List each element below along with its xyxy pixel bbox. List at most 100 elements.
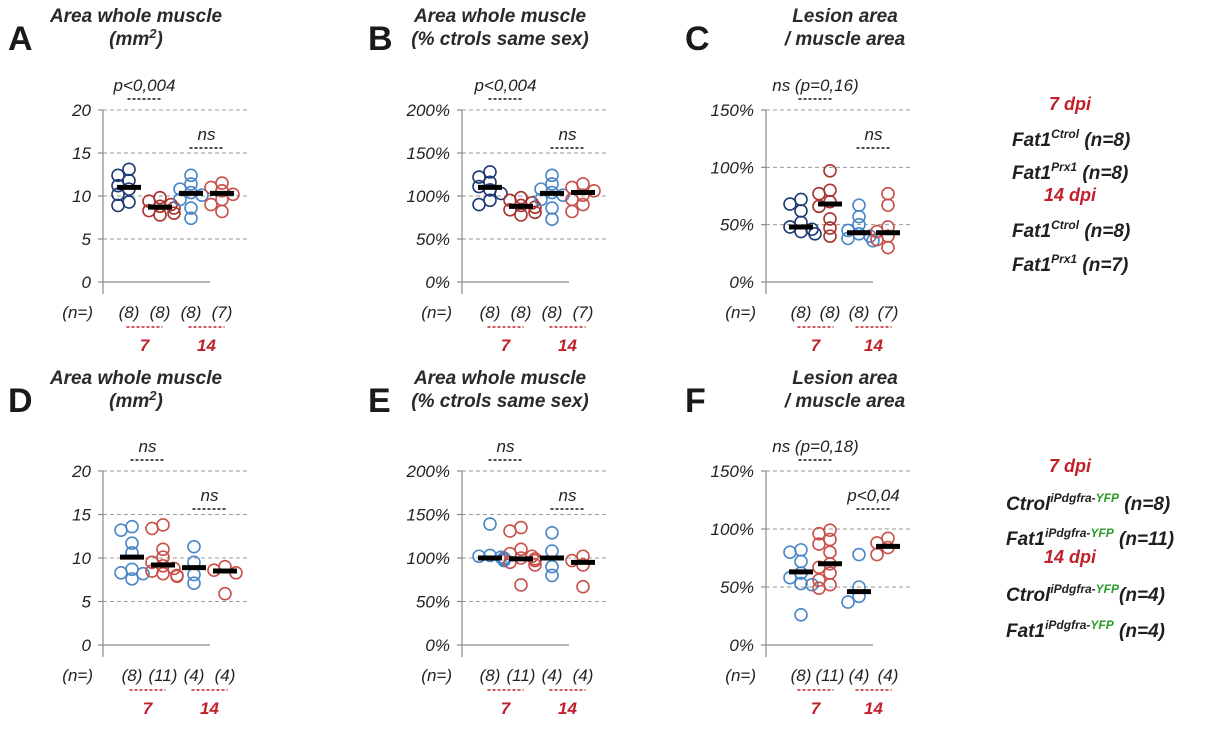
data-point: [794, 576, 808, 591]
y-tick-label: 50%: [720, 578, 754, 597]
n-value: (8): [791, 303, 812, 322]
group-label: 14: [864, 699, 883, 718]
data-point: [503, 202, 517, 217]
legend-heading: 14 dpi: [1044, 185, 1097, 205]
series-3: [173, 168, 209, 226]
legend-count: (n=8): [1077, 163, 1128, 184]
panel-title: Area whole muscle(% ctrols same sex): [411, 368, 588, 412]
panel-b: B Area whole muscle(% ctrols same sex) 0% 5…: [368, 6, 609, 355]
n-value: (4): [878, 666, 899, 685]
series-2: [503, 190, 542, 222]
legend-heading: 7 dpi: [1049, 456, 1092, 476]
legend-genotype: Ctrol: [1006, 494, 1051, 515]
legend-count: (n=4): [1119, 585, 1165, 606]
series-1: [783, 192, 822, 241]
group-label: 7: [811, 699, 822, 718]
panel-title-line-2: (mm2): [109, 26, 163, 50]
series-4: [870, 531, 900, 562]
panel-title-line-1: Lesion area: [792, 6, 898, 27]
legend-genotype: Fat1: [1006, 529, 1045, 550]
y-tick-label: 150%: [711, 462, 754, 481]
n-value: (8): [542, 303, 563, 322]
data-point: [870, 547, 884, 562]
legend-superscript: Ctrol: [1051, 127, 1080, 141]
data-point: [503, 524, 517, 538]
y-tick-label: 100%: [711, 158, 754, 177]
n-row-label: (n=): [725, 666, 756, 685]
panel-title-line-1: Lesion area: [792, 368, 898, 389]
data-point: [576, 579, 590, 594]
data-point: [145, 521, 159, 536]
data-point: [823, 212, 837, 226]
stat-label: ns: [201, 486, 219, 505]
data-point: [812, 581, 826, 595]
y-tick-label: 20: [71, 462, 91, 481]
y-tick-label: 20: [71, 101, 91, 120]
legend-superscript-yfp: YFP: [1096, 582, 1120, 596]
data-point: [218, 586, 232, 601]
n-value: (8): [119, 303, 140, 322]
n-value: (8): [122, 666, 143, 685]
legend-genotype: Fat1: [1012, 163, 1051, 184]
panel-title: Area whole muscle(mm2): [49, 6, 223, 50]
data-point: [184, 201, 198, 215]
data-point: [167, 206, 181, 220]
panel-letter: F: [685, 382, 706, 420]
legend-genotype: Fat1: [1006, 621, 1045, 642]
n-value: (8): [791, 666, 812, 685]
data-point: [125, 536, 139, 551]
group-label: 7: [143, 699, 154, 718]
series-3: [540, 525, 564, 583]
n-value: (11): [507, 666, 536, 685]
data-point: [794, 543, 808, 557]
data-point: [794, 554, 808, 569]
data-point: [545, 201, 559, 215]
legend-superscript: Prx1: [1051, 160, 1077, 174]
n-value: (8): [820, 303, 841, 322]
stat-label: ns: [198, 125, 216, 144]
series-1: [114, 519, 150, 586]
legend-entry: Fat1Ctrol (n=8): [1012, 218, 1130, 242]
title-unit-superscript: 2: [148, 26, 157, 41]
legend-entry: Fat1iPdgfra-YFP (n=4): [1006, 618, 1165, 642]
title-unit: (mm: [109, 391, 149, 412]
y-tick-label: 0: [82, 636, 92, 655]
data-point: [823, 545, 837, 560]
panel-title-line-1: Area whole muscle: [413, 6, 587, 27]
legend-count: (n=4): [1114, 621, 1165, 642]
n-value: (11): [816, 666, 845, 685]
group-label: 7: [140, 336, 151, 355]
data-point: [783, 197, 797, 211]
panel-letter: A: [8, 20, 33, 58]
legend-superscript: iPdgfra-: [1050, 582, 1095, 596]
legend-superscript-yfp: YFP: [1090, 526, 1114, 540]
n-value: (8): [150, 303, 171, 322]
stat-label: ns: [497, 437, 515, 456]
data-point: [545, 544, 559, 558]
data-point: [215, 204, 229, 219]
group-label: 7: [501, 699, 512, 718]
y-tick-label: 0%: [425, 273, 450, 292]
data-point: [156, 542, 170, 557]
legend-count: (n=8): [1079, 221, 1130, 242]
n-row-label: (n=): [725, 303, 756, 322]
series-4: [565, 177, 601, 219]
data-point: [184, 211, 198, 226]
data-point: [881, 198, 895, 212]
legend-superscript-yfp: YFP: [1096, 491, 1120, 505]
stat-label: ns (p=0,18): [772, 437, 858, 456]
legend-superscript: iPdgfra-: [1050, 491, 1095, 505]
data-point: [111, 168, 125, 183]
n-row-label: (n=): [62, 303, 93, 322]
data-point: [823, 577, 837, 592]
series-2: [503, 520, 542, 592]
data-point: [576, 558, 590, 572]
title-unit: (mm: [109, 29, 149, 50]
data-point: [204, 197, 218, 212]
legend-heading: 14 dpi: [1044, 547, 1097, 567]
n-value: (7): [573, 303, 594, 322]
legend-genotype: Fat1: [1012, 255, 1051, 276]
data-point: [576, 197, 590, 212]
group-label: 7: [811, 336, 822, 355]
data-point: [808, 227, 822, 241]
